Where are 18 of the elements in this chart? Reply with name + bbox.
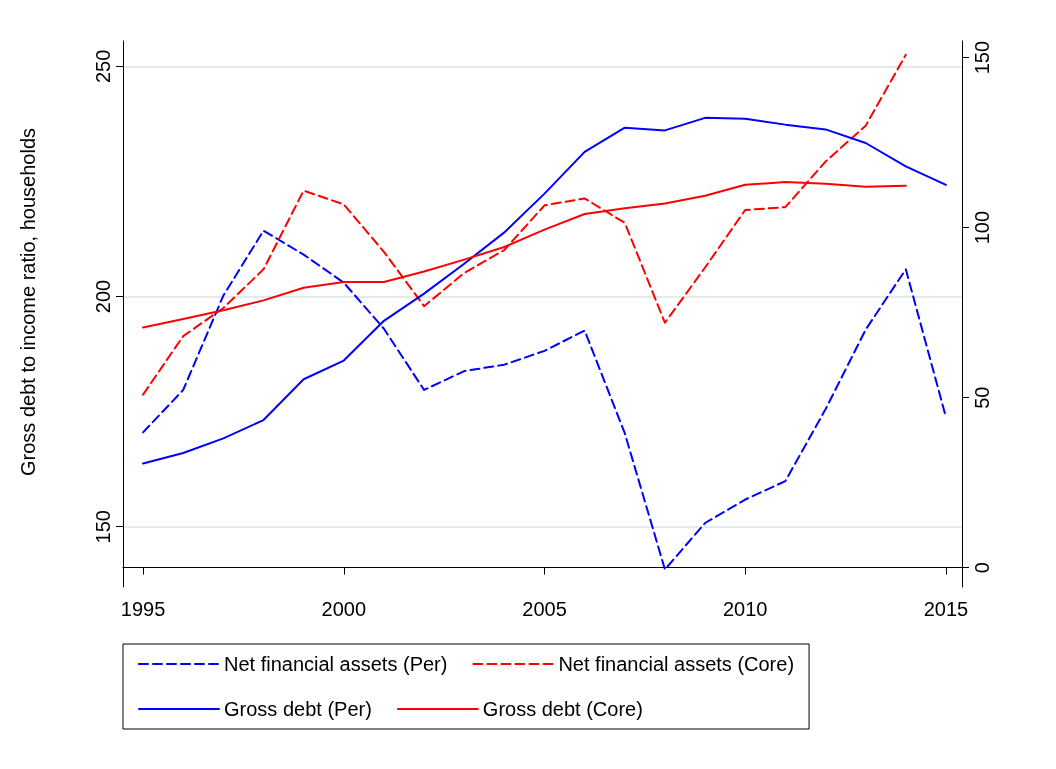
y2-tick-label: 50 [971,386,993,409]
y2-tick-label: 0 [971,562,993,574]
legend-label: Net financial assets (Core) [558,653,795,675]
x-tick-label: 2005 [522,598,567,620]
y2-tick-label: 100 [971,210,993,245]
x-tick-label: 1995 [120,598,166,620]
legend-label: Net financial assets (Per) [224,653,448,675]
text: Gross debt to income ratio, households [17,128,39,476]
legend-label: Gross debt (Per) [224,698,372,720]
y-tick-label: 150 [92,510,114,544]
y-tick-label: 200 [92,279,114,314]
x-tick-label: 2015 [923,598,969,620]
y-tick-label: 250 [92,49,114,84]
y2-tick-label: 150 [971,40,993,75]
x-tick-label: 2000 [321,598,367,620]
x-tick-label: 2010 [722,598,768,620]
legend-label: Gross debt (Core) [482,698,643,720]
line-series [142,53,907,396]
